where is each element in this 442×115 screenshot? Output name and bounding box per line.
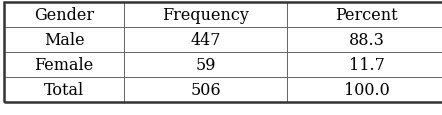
Text: 100.0: 100.0	[344, 82, 390, 98]
Text: 11.7: 11.7	[349, 57, 385, 74]
Text: Female: Female	[34, 57, 94, 74]
Bar	[287, 53, 442, 78]
Bar	[4, 3, 442, 102]
Text: Total: Total	[44, 82, 84, 98]
Text: Gender: Gender	[34, 7, 94, 24]
Text: 506: 506	[190, 82, 221, 98]
Bar	[4, 28, 124, 53]
Text: Male: Male	[44, 32, 84, 49]
Text: Percent: Percent	[335, 7, 398, 24]
Text: 88.3: 88.3	[349, 32, 385, 49]
Bar	[287, 28, 442, 53]
Bar	[124, 78, 287, 102]
Text: 447: 447	[190, 32, 221, 49]
Bar	[124, 28, 287, 53]
Text: Frequency: Frequency	[162, 7, 249, 24]
Text: 59: 59	[195, 57, 216, 74]
Bar	[4, 3, 124, 28]
Bar	[4, 78, 124, 102]
Bar	[4, 53, 124, 78]
Bar	[124, 3, 287, 28]
Bar	[287, 3, 442, 28]
Bar	[124, 53, 287, 78]
Bar	[287, 78, 442, 102]
